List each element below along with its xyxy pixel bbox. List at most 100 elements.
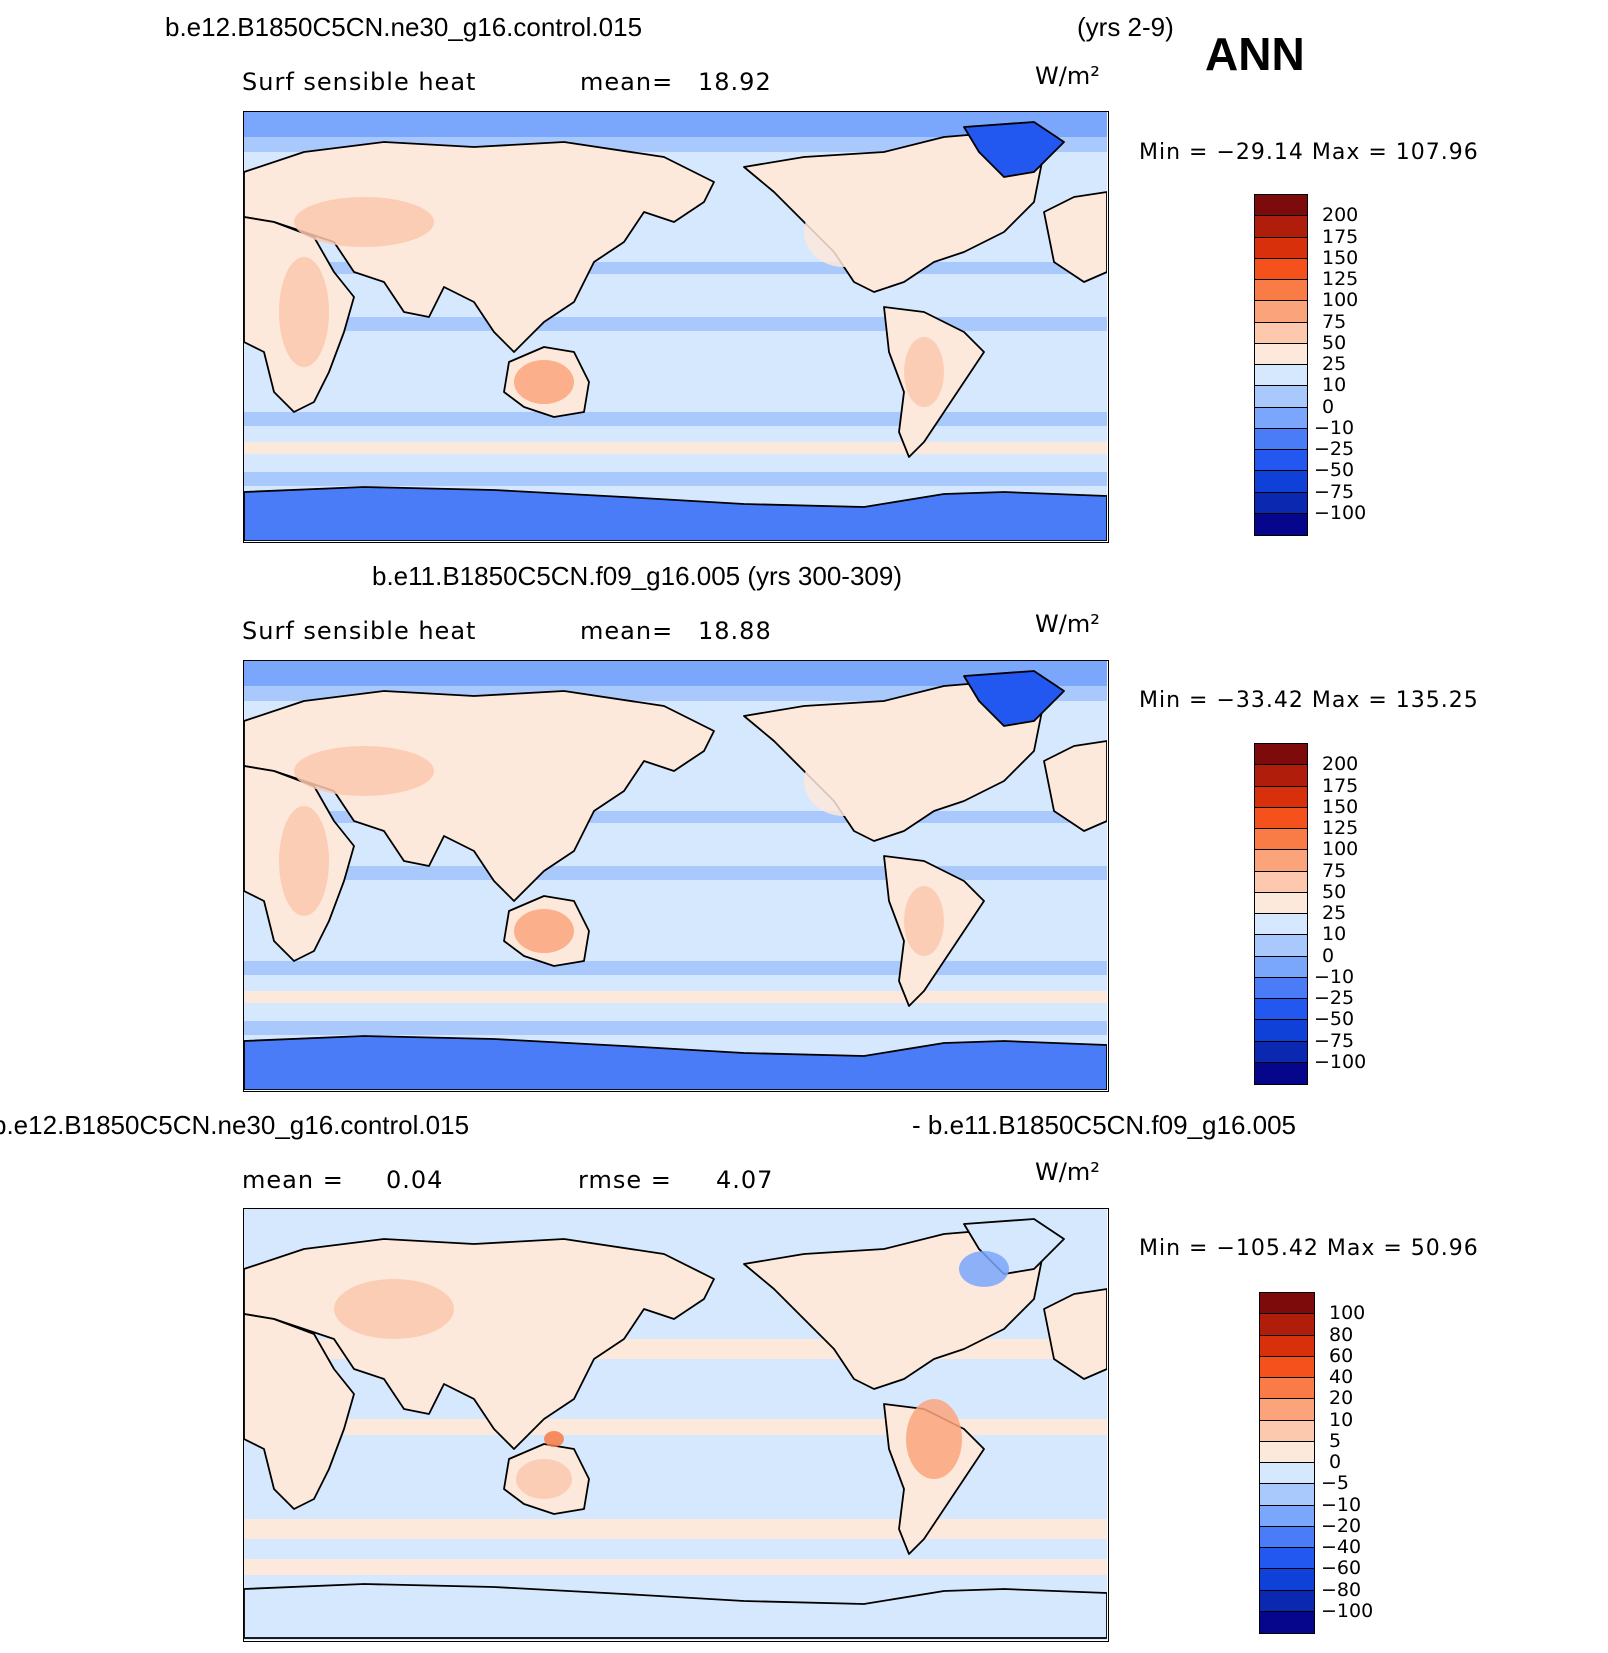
colorbar-tick-label: −100 [1321, 1599, 1374, 1622]
colorbar-tick-label: −75 [1314, 480, 1355, 503]
colorbar-segment [1255, 237, 1307, 259]
colorbar-segment [1260, 1505, 1314, 1527]
colorbar-segment [1255, 492, 1307, 514]
colorbar-segment [1255, 280, 1307, 302]
colorbar-segment [1260, 1378, 1314, 1400]
panel3-mean-value: 0.04 [386, 1166, 444, 1194]
colorbar-segment [1260, 1441, 1314, 1463]
colorbar-tick-label: 80 [1329, 1323, 1354, 1346]
colorbar-segment [1255, 871, 1307, 893]
colorbar-tick-label: 100 [1322, 838, 1359, 861]
colorbar-tick-label: 175 [1322, 225, 1359, 248]
colorbar-segment [1255, 258, 1307, 280]
colorbar-tick-label: −20 [1321, 1514, 1362, 1537]
colorbar-segment [1255, 807, 1307, 829]
colorbar-segment [1255, 765, 1307, 787]
colorbar-segment [1255, 195, 1307, 217]
colorbar-segment [1255, 343, 1307, 365]
panel1-colorbar [1254, 194, 1308, 536]
colorbar-tick-label: 40 [1329, 1366, 1354, 1388]
colorbar-tick-label: 175 [1322, 774, 1359, 797]
season-label: ANN [1205, 28, 1305, 80]
panel3-title-left: b.e12.B1850C5CN.ne30_g16.control.015 [0, 1110, 470, 1140]
colorbar-tick-label: 100 [1329, 1302, 1366, 1325]
panel2-colorbar [1254, 743, 1308, 1085]
panel2-minmax: Min = −33.42 Max = 135.25 [1139, 688, 1479, 713]
colorbar-segment [1260, 1356, 1314, 1378]
colorbar-tick-label: 25 [1322, 353, 1347, 375]
colorbar-segment [1255, 1020, 1307, 1042]
colorbar-tick-label: −50 [1314, 459, 1355, 482]
colorbar-segment [1260, 1611, 1314, 1633]
panel2-variable: Surf sensible heat [242, 617, 477, 645]
colorbar-tick-label: 0 [1329, 1451, 1342, 1473]
colorbar-segment [1255, 999, 1307, 1021]
colorbar-tick-label: 75 [1322, 859, 1347, 882]
colorbar-tick-label: 75 [1322, 310, 1347, 333]
panel3-map [243, 1208, 1109, 1642]
colorbar-tick-label: 50 [1322, 880, 1347, 903]
panel2-mean-label: mean= [580, 617, 674, 645]
colorbar-tick-label: −10 [1314, 416, 1355, 439]
colorbar-segment [1260, 1526, 1314, 1548]
colorbar-segment [1260, 1484, 1314, 1506]
colorbar-tick-label: 20 [1329, 1387, 1354, 1410]
colorbar-segment [1255, 829, 1307, 851]
colorbar-segment [1255, 216, 1307, 238]
colorbar-tick-label: 10 [1322, 923, 1347, 946]
colorbar-tick-label: −40 [1321, 1536, 1362, 1558]
colorbar-tick-label: 200 [1322, 753, 1359, 776]
colorbar-segment [1255, 786, 1307, 808]
panel3-mean-label: mean = [242, 1166, 344, 1194]
colorbar-tick-label: 150 [1322, 246, 1359, 269]
panel2-map-svg [244, 661, 1107, 1090]
colorbar-segment [1255, 322, 1307, 344]
panel3-rmse-label: rmse = [578, 1166, 672, 1194]
colorbar-segment [1255, 850, 1307, 872]
colorbar-segment [1255, 935, 1307, 957]
panel3-rmse-value: 4.07 [716, 1166, 774, 1194]
colorbar-tick-label: 0 [1322, 395, 1335, 418]
colorbar-segment [1260, 1314, 1314, 1336]
panel2-title: b.e11.B1850C5CN.f09_g16.005 (yrs 300-309… [372, 561, 902, 591]
panel2-map [243, 660, 1109, 1092]
case-title: b.e12.B1850C5CN.ne30_g16.control.015 [165, 12, 643, 42]
panel1-units: W/m² [1035, 62, 1100, 90]
colorbar-segment [1260, 1335, 1314, 1357]
colorbar-segment [1255, 386, 1307, 408]
colorbar-tick-label: 10 [1322, 374, 1347, 397]
panel3-colorbar [1259, 1292, 1315, 1634]
colorbar-segment [1255, 301, 1307, 323]
colorbar-segment [1260, 1399, 1314, 1421]
colorbar-tick-label: 0 [1322, 944, 1335, 967]
colorbar-tick-label: −100 [1314, 501, 1367, 524]
panel1-variable: Surf sensible heat [242, 68, 477, 96]
colorbar-tick-label: 125 [1322, 268, 1359, 290]
colorbar-segment [1255, 407, 1307, 429]
panel1-map [243, 111, 1109, 543]
panel2-units: W/m² [1035, 610, 1100, 638]
colorbar-tick-label: 100 [1322, 289, 1359, 312]
colorbar-tick-label: 150 [1322, 795, 1359, 818]
colorbar-segment [1255, 914, 1307, 936]
colorbar-segment [1255, 956, 1307, 978]
panel1-map-svg [244, 112, 1107, 541]
colorbar-tick-label: −75 [1314, 1029, 1355, 1052]
colorbar-tick-label: 60 [1329, 1344, 1354, 1367]
colorbar-segment [1260, 1420, 1314, 1442]
colorbar-segment [1260, 1590, 1314, 1612]
colorbar-segment [1255, 471, 1307, 493]
colorbar-segment [1255, 1062, 1307, 1084]
panel2-mean-value: 18.88 [698, 617, 772, 645]
colorbar-segment [1255, 1041, 1307, 1063]
colorbar-tick-label: 50 [1322, 331, 1347, 354]
colorbar-segment [1255, 892, 1307, 914]
colorbar-tick-label: −50 [1314, 1008, 1355, 1031]
case-years: (yrs 2-9) [1077, 12, 1174, 42]
panel1-minmax: Min = −29.14 Max = 107.96 [1139, 140, 1479, 165]
colorbar-tick-label: −80 [1321, 1578, 1362, 1601]
colorbar-tick-label: −100 [1314, 1050, 1367, 1073]
colorbar-segment [1255, 428, 1307, 450]
colorbar-segment [1255, 977, 1307, 999]
colorbar-segment [1260, 1463, 1314, 1485]
